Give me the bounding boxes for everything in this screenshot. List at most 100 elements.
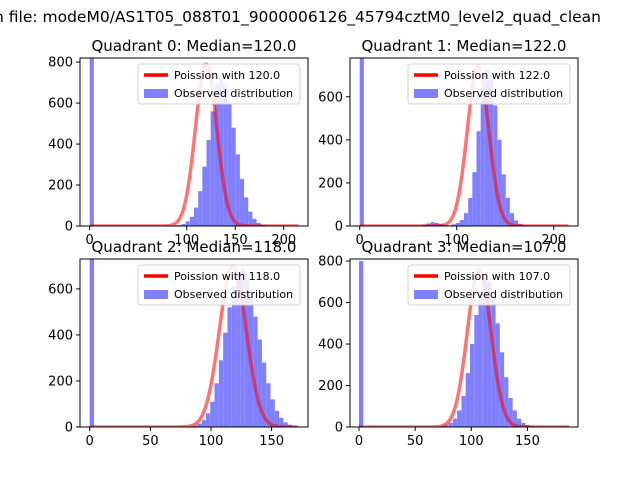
- legend: Poission with 120.0 Observed distribution: [137, 63, 301, 105]
- y-tick-label: 600: [318, 90, 343, 105]
- y-tick-label: 0: [335, 421, 343, 436]
- x-tick-label: 100: [459, 434, 484, 449]
- legend-fit-label: Poission with 122.0: [444, 69, 550, 82]
- histogram-bar: [177, 224, 182, 226]
- legend-fit-label: Poission with 118.0: [174, 270, 280, 283]
- histogram-bar: [274, 410, 280, 427]
- figure-suptitle: n file: modeM0/AS1T05_088T01_9000006126_…: [0, 8, 601, 27]
- histogram-bar: [279, 417, 284, 427]
- y-tick-label: 800: [48, 56, 73, 71]
- histogram-bar: [252, 218, 257, 226]
- x-tick-label: 50: [407, 434, 424, 449]
- histogram-bar: [358, 261, 364, 427]
- axes-frame: [349, 258, 579, 428]
- histogram-bar: [227, 307, 232, 427]
- histogram-bar: [227, 103, 232, 226]
- legend-fit-label: Poission with 107.0: [444, 270, 550, 283]
- histogram-bar: [484, 68, 490, 226]
- histogram-bar: [270, 399, 275, 427]
- histogram-bar: [205, 413, 211, 427]
- histogram-bar: [194, 207, 199, 226]
- histogram-bar: [476, 131, 481, 226]
- legend: Poission with 118.0 Observed distribution: [137, 264, 301, 306]
- histogram-bar: [464, 213, 469, 226]
- plot-area: [88, 259, 301, 427]
- histogram-bar: [214, 383, 219, 427]
- histogram-bar: [504, 377, 509, 427]
- histogram-bar: [501, 174, 506, 226]
- histogram-bar: [223, 332, 228, 427]
- legend-hist-swatch: [144, 290, 168, 299]
- legend-fit-label: Poission with 120.0: [174, 69, 280, 82]
- y-tick-label: 0: [335, 220, 343, 235]
- histogram-bar: [89, 259, 95, 427]
- histogram-bar: [514, 220, 519, 226]
- fit-curve-line: [357, 267, 571, 427]
- plot-area: [357, 261, 571, 427]
- subplot-quadrant-3: 0 200 400 600 800 0 50 100 150 Poission with 107.…: [318, 238, 579, 449]
- histogram-bar: [430, 222, 435, 226]
- histogram-bar: [89, 58, 94, 226]
- histogram-bar: [218, 360, 224, 427]
- histogram-bar: [468, 198, 473, 226]
- histogram-bar: [240, 268, 245, 427]
- legend-box: [137, 63, 301, 105]
- axes-frame: [79, 258, 309, 428]
- histogram-bar: [482, 277, 488, 427]
- histogram-bar: [261, 362, 267, 427]
- y-tick-label: 400: [318, 133, 343, 148]
- x-tick-label: 0: [355, 434, 363, 449]
- plot-area: [358, 58, 570, 226]
- histogram-bar: [235, 154, 240, 226]
- histogram-bar: [253, 316, 258, 427]
- histogram-bar: [497, 139, 502, 226]
- histogram-bar: [516, 418, 522, 427]
- histogram-bar: [508, 397, 513, 427]
- legend-hist-swatch: [414, 290, 438, 299]
- y-tick-label: 0: [65, 220, 73, 235]
- histogram-bar: [478, 292, 483, 427]
- y-tick-label: 400: [48, 328, 73, 343]
- x-tick-label: 200: [271, 233, 296, 248]
- histogram-bar: [493, 105, 498, 226]
- histogram-bar: [197, 423, 202, 427]
- histogram-bar: [457, 410, 462, 427]
- legend-box: [407, 264, 571, 306]
- x-tick-label: 100: [444, 233, 469, 248]
- legend: Poission with 122.0 Observed distribution: [407, 63, 571, 105]
- x-tick-label: 100: [199, 434, 224, 449]
- y-tick-label: 0: [65, 421, 73, 436]
- plot-area: [88, 58, 300, 226]
- histogram-bar: [480, 94, 485, 226]
- histogram-bar: [444, 424, 449, 427]
- subplot-quadrant-1: 0 200 400 600 0 100 200 Poission with 122.0 Obse…: [318, 37, 579, 248]
- histogram-bar: [210, 401, 215, 427]
- y-tick-label: 800: [318, 255, 343, 270]
- histogram-bar: [185, 221, 190, 226]
- x-tick-label: 150: [223, 233, 248, 248]
- histogram-bar: [472, 172, 477, 226]
- histogram-bar: [359, 58, 364, 226]
- legend-hist-label: Observed distribution: [174, 288, 293, 301]
- subplot-quadrant-2: 0 200 400 600 0 50 100 150 Poission with 118.0 Ob…: [48, 238, 309, 449]
- axes-frame: [349, 57, 579, 227]
- fit-curve-line: [358, 64, 570, 226]
- x-tick-label: 150: [515, 434, 540, 449]
- x-tick-label: 50: [142, 434, 159, 449]
- subplot-grid: 0 200 400 600 800 0 100 150 200 Poission with 120…: [48, 37, 579, 449]
- fit-curve-line: [88, 264, 300, 427]
- histogram-bar: [448, 422, 453, 427]
- histogram-bar: [455, 222, 460, 226]
- subplot-title: Quadrant 0: Median=120.0: [92, 37, 297, 55]
- histogram-bar: [521, 422, 526, 427]
- histogram-bar: [248, 211, 253, 226]
- histogram-bar: [465, 373, 470, 427]
- histogram-bar: [512, 410, 517, 427]
- x-tick-label: 0: [86, 434, 94, 449]
- histogram-bar: [231, 286, 237, 427]
- legend-hist-label: Observed distribution: [174, 87, 293, 100]
- histogram-bar: [206, 139, 211, 226]
- histogram-bar: [459, 219, 464, 226]
- x-tick-label: 0: [86, 233, 94, 248]
